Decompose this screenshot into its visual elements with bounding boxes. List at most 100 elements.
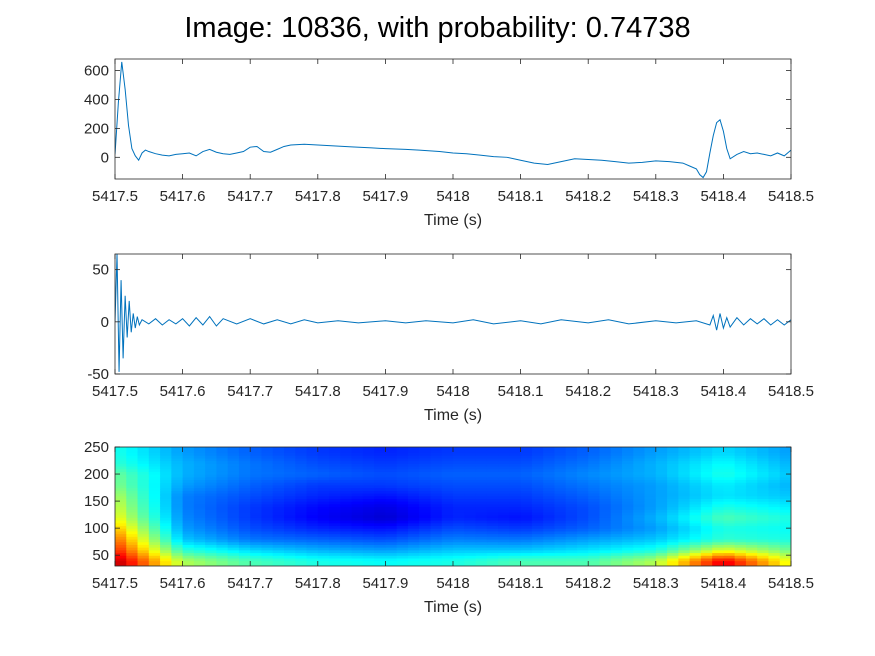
heatmap-cell <box>565 541 578 545</box>
heatmap-cell <box>351 520 364 524</box>
heatmap-cell <box>351 492 364 497</box>
heatmap-cell <box>148 538 161 543</box>
heatmap-cell <box>644 549 657 554</box>
heatmap-cell <box>340 547 353 551</box>
heatmap-cell <box>588 452 601 456</box>
heatmap-cell <box>588 528 601 532</box>
heatmap-cell <box>205 492 217 497</box>
heatmap-cell <box>768 536 781 540</box>
heatmap-cell <box>734 498 747 502</box>
heatmap-cell <box>205 465 217 470</box>
heatmap-cell <box>588 447 601 451</box>
heatmap-cell <box>667 455 679 459</box>
heatmap-cell <box>362 471 375 475</box>
heatmap-cell <box>295 501 308 505</box>
heatmap-cell <box>520 520 533 524</box>
heatmap-cell <box>543 479 555 483</box>
heatmap-cell <box>791 455 803 458</box>
heatmap-cell <box>182 490 195 494</box>
heatmap-cell <box>712 541 724 545</box>
heatmap-cell <box>137 528 150 532</box>
heatmap-cell <box>768 452 781 456</box>
heatmap-cell <box>576 525 589 529</box>
heatmap-cell <box>205 557 217 562</box>
heatmap-cell <box>622 471 634 475</box>
heatmap-cell <box>464 528 477 532</box>
heatmap-cell <box>329 517 341 521</box>
heatmap-cell <box>734 530 747 535</box>
heatmap-cell <box>689 547 702 551</box>
heatmap-cell <box>385 465 398 470</box>
heatmap-cell <box>644 474 657 478</box>
heatmap-cell <box>486 484 499 489</box>
heatmap-cell <box>171 468 184 472</box>
heatmap-cell <box>193 465 206 470</box>
heatmap-cell <box>779 560 791 564</box>
heatmap-cell <box>295 552 308 556</box>
heatmap-cell <box>419 547 432 551</box>
x-tick-label: 5417.7 <box>227 575 273 592</box>
heatmap-cell <box>498 492 510 497</box>
heatmap-cell <box>216 460 229 464</box>
heatmap-cell <box>475 484 488 489</box>
x-tick-label: 5418.3 <box>633 575 679 592</box>
heatmap-cell <box>182 455 195 459</box>
heatmap-cell <box>227 482 240 486</box>
heatmap-cell <box>464 501 477 505</box>
heatmap-cell <box>182 547 195 551</box>
heatmap-cell <box>712 468 724 472</box>
heatmap-cell <box>509 460 522 464</box>
heatmap-cell <box>250 465 263 470</box>
heatmap-cell <box>227 476 240 481</box>
heatmap-cell <box>351 563 364 566</box>
x-tick-label: 5417.5 <box>92 575 138 592</box>
heatmap-cell <box>768 547 781 551</box>
heatmap-cell <box>148 465 161 470</box>
heatmap-cell <box>407 460 420 464</box>
heatmap-cell <box>238 476 251 481</box>
heatmap-cell <box>396 449 409 454</box>
heatmap-cell <box>272 476 285 481</box>
heatmap-cell <box>453 449 465 454</box>
heatmap-cell <box>419 509 432 513</box>
heatmap-cell <box>160 557 172 562</box>
heatmap-cell <box>520 511 533 516</box>
heatmap-cell <box>385 511 398 516</box>
heatmap-cell <box>453 492 465 497</box>
heatmap-cell <box>554 465 567 470</box>
heatmap-cell <box>284 511 296 516</box>
heatmap-cell <box>205 522 217 527</box>
heatmap-cell <box>633 506 646 510</box>
heatmap-cell <box>295 449 308 454</box>
heatmap-cell <box>576 538 589 543</box>
heatmap-cell <box>216 468 229 472</box>
heatmap-cell <box>317 528 330 532</box>
heatmap-cell <box>216 457 229 462</box>
heatmap-cell <box>757 463 770 467</box>
heatmap-cell <box>295 536 308 540</box>
heatmap-cell <box>700 452 713 456</box>
heatmap-cell <box>430 509 443 513</box>
heatmap-cell <box>385 520 398 524</box>
heatmap-cell <box>633 487 646 491</box>
heatmap-cell <box>261 452 274 456</box>
heatmap-cell <box>554 544 567 548</box>
heatmap-cell <box>419 460 432 464</box>
heatmap-cell <box>486 465 499 470</box>
heatmap-cell <box>576 514 589 518</box>
x-tick-label: 5418.4 <box>700 188 746 205</box>
heatmap-cell <box>768 476 781 481</box>
heatmap-cell <box>407 557 420 562</box>
heatmap-cell <box>554 460 567 464</box>
heatmap-cell <box>610 560 623 564</box>
heatmap-cell <box>351 487 364 491</box>
heatmap-cell <box>407 476 420 481</box>
heatmap-cell <box>362 552 375 556</box>
heatmap-cell <box>554 563 567 566</box>
heatmap-cell <box>250 498 263 502</box>
heatmap-cell <box>689 471 702 475</box>
heatmap-cell <box>453 506 465 510</box>
heatmap-cell <box>655 468 668 472</box>
heatmap-cell <box>520 484 533 489</box>
heatmap-cell <box>712 530 724 535</box>
